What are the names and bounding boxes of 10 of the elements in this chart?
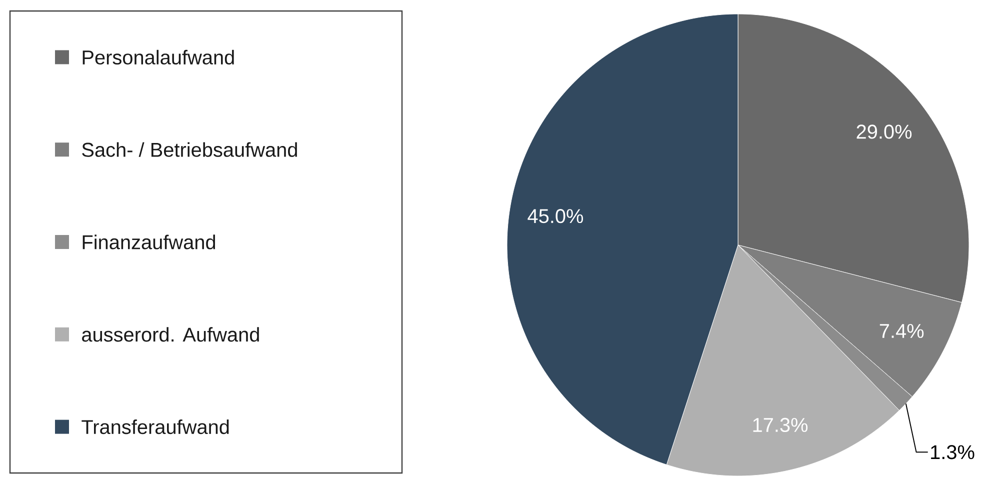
legend-label: Finanzaufwand bbox=[82, 234, 216, 250]
data-label: 45.0% bbox=[528, 209, 584, 224]
data-label: 17.3% bbox=[753, 418, 808, 432]
legend-label: Transferaufwand bbox=[82, 419, 229, 434]
data-label: 7.4% bbox=[880, 324, 924, 338]
data-label: 1.3% bbox=[931, 445, 974, 460]
legend-label: ausserord. Aufwand bbox=[82, 327, 259, 342]
legend-label: Personalaufwand bbox=[82, 50, 234, 65]
data-label: 29.0% bbox=[856, 124, 912, 139]
legend-label: Sach- / Betriebsaufwand bbox=[82, 142, 297, 157]
